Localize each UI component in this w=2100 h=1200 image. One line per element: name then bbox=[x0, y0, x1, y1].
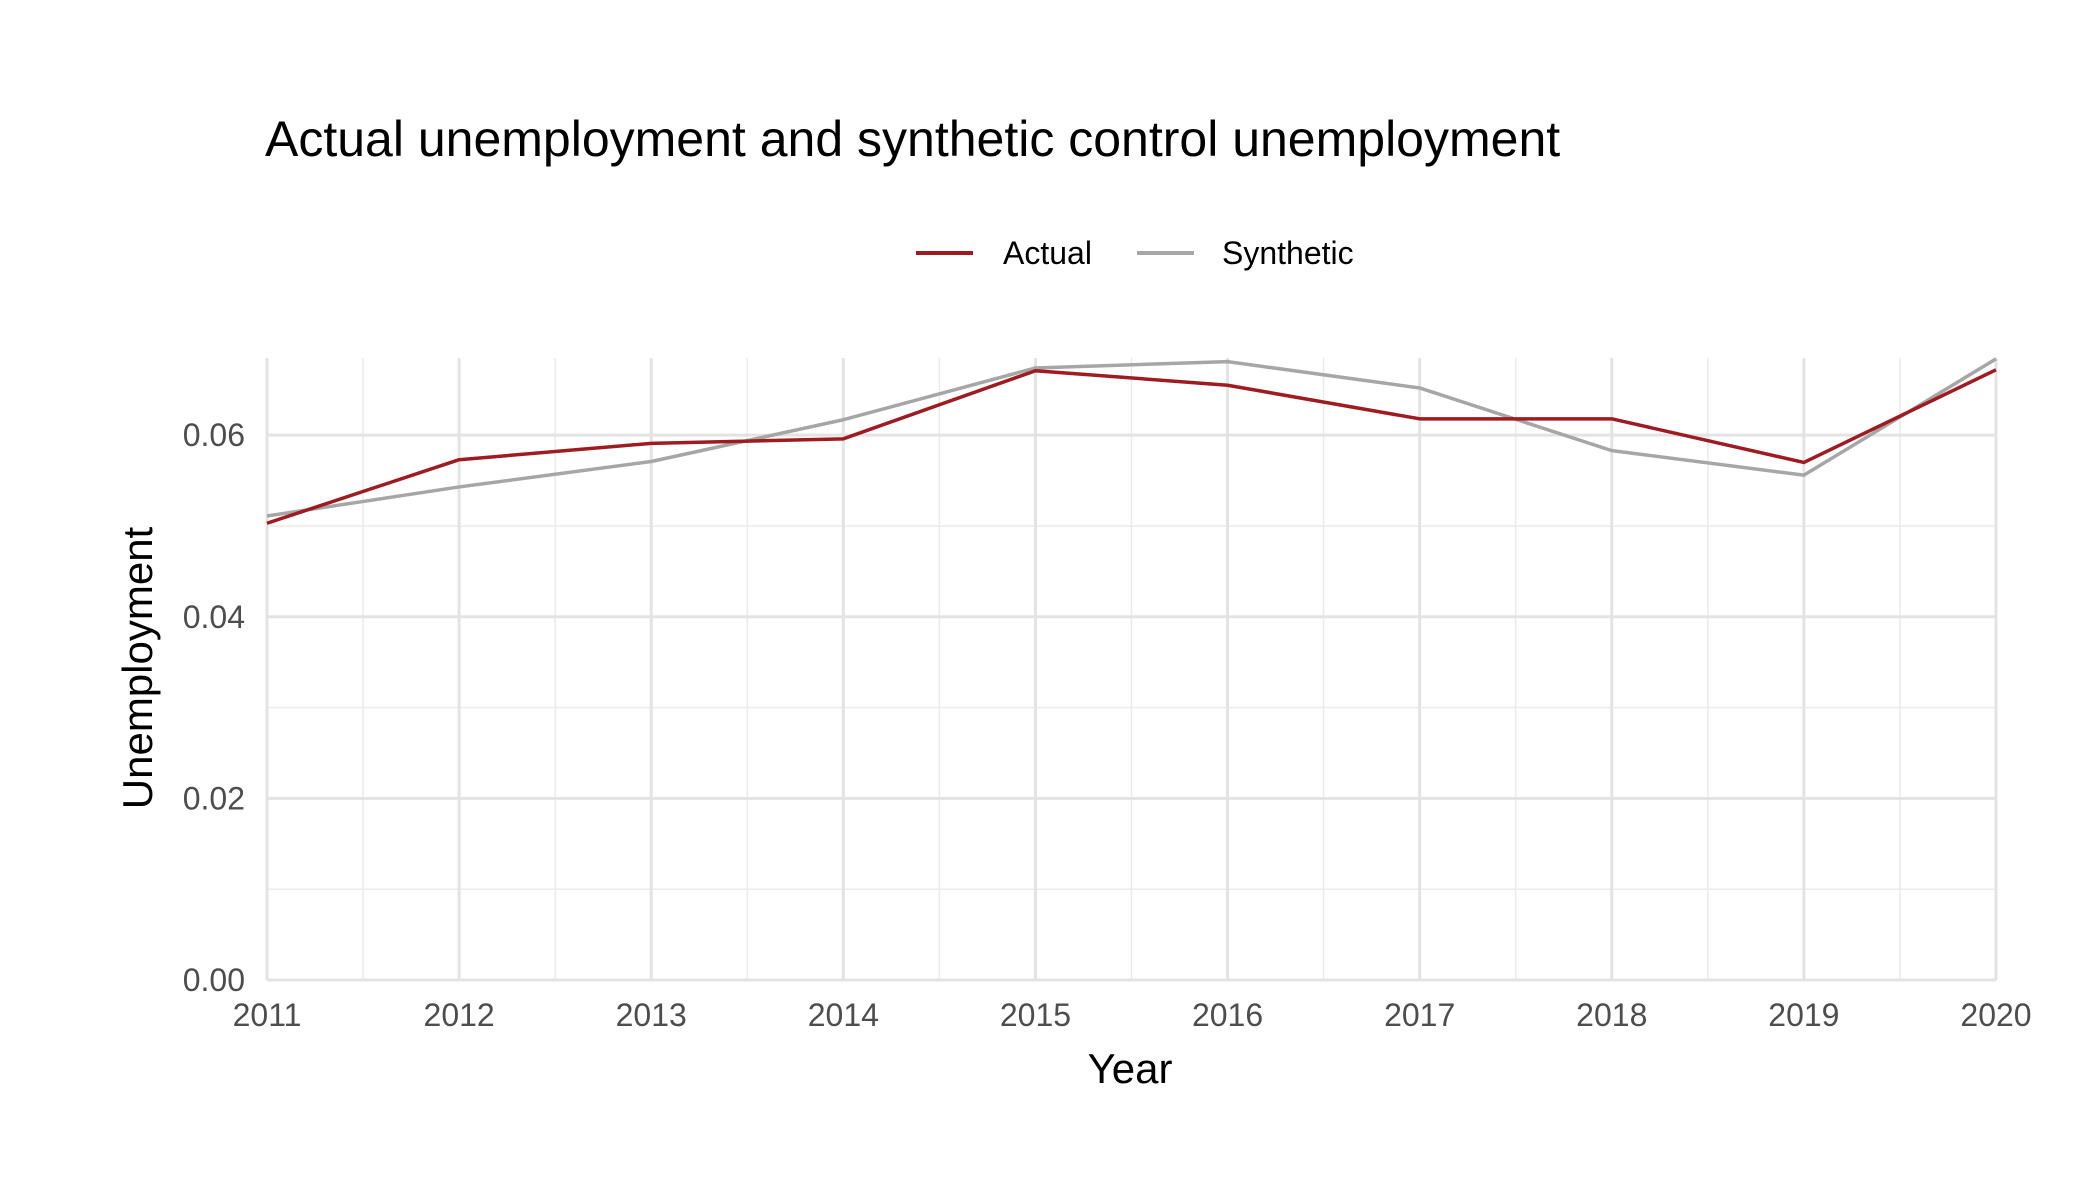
x-tick-label: 2019 bbox=[1768, 997, 1839, 1033]
x-tick-label: 2014 bbox=[808, 997, 879, 1033]
x-tick-label: 2020 bbox=[1960, 997, 2031, 1033]
series-line-synthetic bbox=[266, 357, 1997, 518]
series-line-actual bbox=[266, 368, 1997, 525]
series-layer bbox=[266, 357, 1997, 525]
x-tick-label: 2016 bbox=[1192, 997, 1263, 1033]
chart-title: Actual unemployment and synthetic contro… bbox=[265, 111, 1560, 167]
x-tick-label: 2011 bbox=[233, 997, 302, 1033]
x-axis: 2011 2012 2013 2014 2015 2016 2017 2018 2019 2020 bbox=[233, 997, 2032, 1033]
x-tick-label: 2018 bbox=[1576, 997, 1647, 1033]
legend: Actual Synthetic bbox=[916, 235, 1354, 271]
grid bbox=[265, 358, 1998, 982]
y-tick-label: 0.04 bbox=[183, 599, 245, 635]
legend-label-synthetic: Synthetic bbox=[1222, 235, 1354, 271]
x-tick-label: 2012 bbox=[424, 997, 495, 1033]
x-tick-label: 2015 bbox=[1000, 997, 1071, 1033]
x-tick-label: 2013 bbox=[616, 997, 687, 1033]
y-tick-label: 0.06 bbox=[183, 417, 245, 453]
y-tick-label: 0.02 bbox=[183, 780, 245, 816]
legend-label-actual: Actual bbox=[1003, 235, 1092, 271]
x-axis-title: Year bbox=[1088, 1045, 1173, 1092]
y-axis-title: Unemployment bbox=[114, 526, 161, 809]
y-axis: 0.00 0.02 0.04 0.06 bbox=[183, 417, 245, 998]
x-tick-label: 2017 bbox=[1384, 997, 1455, 1033]
y-tick-label: 0.00 bbox=[183, 962, 245, 998]
